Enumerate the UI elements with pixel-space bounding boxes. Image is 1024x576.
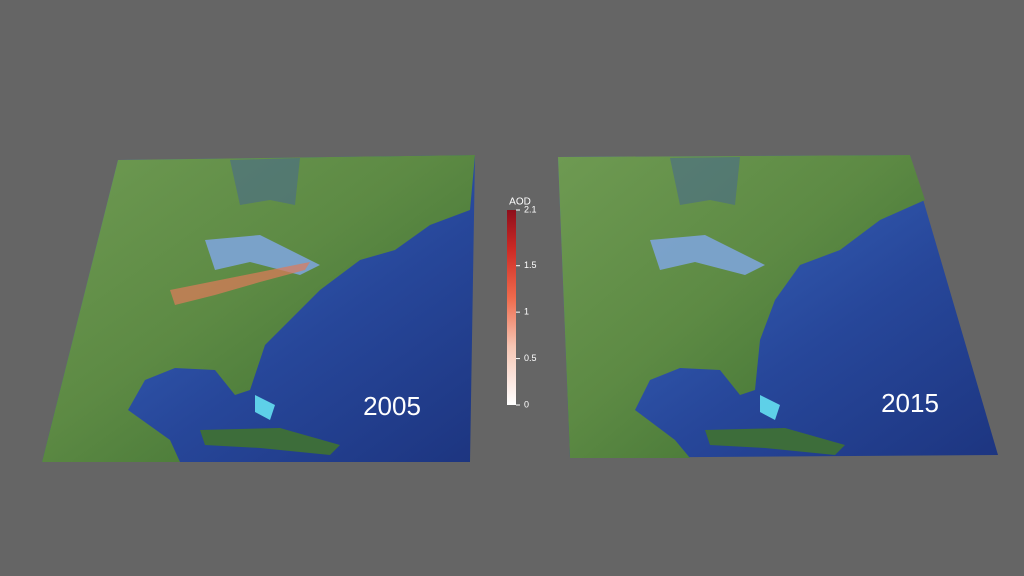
colorbar: AOD 0 0.5 1 1.5 2.1 <box>507 197 537 409</box>
bahamas <box>255 395 275 420</box>
tick-label: 2.1 <box>524 204 537 214</box>
tick-label: 1 <box>524 307 529 317</box>
year-label: 2015 <box>881 388 939 418</box>
land <box>558 155 925 458</box>
lakes <box>205 235 320 275</box>
bay <box>230 158 300 205</box>
map-2005: 2005 <box>42 155 475 462</box>
colorbar-title: AOD <box>509 197 531 208</box>
map-2015: 2015 <box>558 155 998 458</box>
bahamas <box>760 395 780 420</box>
year-label: 2005 <box>363 391 421 421</box>
colorbar-ramp <box>507 210 516 405</box>
tick-label: 0.5 <box>524 353 537 363</box>
islands <box>200 428 340 455</box>
bay <box>670 157 740 205</box>
tick-label: 1.5 <box>524 260 537 270</box>
aod-plume <box>170 262 310 305</box>
land <box>42 155 475 462</box>
lakes <box>650 235 765 275</box>
tick-label: 0 <box>524 399 529 409</box>
islands <box>705 428 845 455</box>
